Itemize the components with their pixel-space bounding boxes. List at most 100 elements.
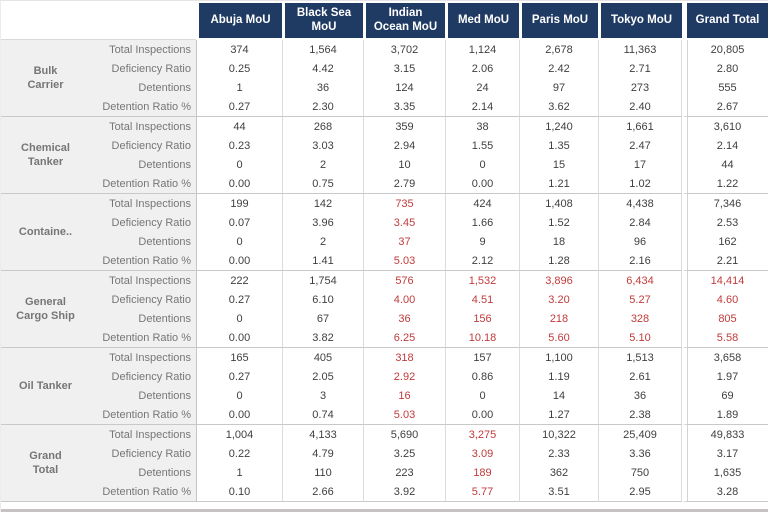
data-cell[interactable]: 1.02 [598, 174, 682, 194]
data-cell[interactable]: 3 [282, 386, 363, 405]
metric-label-detentions[interactable]: Detentions [90, 78, 196, 97]
data-cell[interactable]: 4.00 [363, 290, 445, 309]
data-cell[interactable]: 36 [598, 386, 682, 405]
data-cell[interactable]: 0 [196, 232, 282, 251]
data-cell[interactable]: 1.41 [282, 251, 363, 271]
data-cell[interactable]: 2.06 [445, 59, 519, 78]
group-label-oil-tanker[interactable]: Oil Tanker [1, 348, 90, 425]
data-cell[interactable]: 3.82 [282, 328, 363, 348]
data-cell[interactable]: 374 [196, 40, 282, 59]
metric-label-detentions[interactable]: Detentions [90, 232, 196, 251]
data-cell[interactable]: 3.45 [363, 213, 445, 232]
data-cell[interactable]: 3,275 [445, 425, 519, 444]
data-cell[interactable]: 0.00 [445, 405, 519, 425]
data-cell[interactable]: 14 [519, 386, 598, 405]
metric-label-detentions[interactable]: Detentions [90, 386, 196, 405]
data-cell[interactable]: 1,240 [519, 117, 598, 136]
data-cell[interactable]: 3.20 [519, 290, 598, 309]
data-cell[interactable]: 2 [282, 155, 363, 174]
group-label-general-cargo-ship[interactable]: General Cargo Ship [1, 271, 90, 348]
data-cell[interactable]: 2.14 [682, 136, 768, 155]
column-header-tokyo-mou[interactable]: Tokyo MoU [598, 3, 682, 40]
data-cell[interactable]: 0 [445, 386, 519, 405]
data-cell[interactable]: 3.36 [598, 444, 682, 463]
data-cell[interactable]: 223 [363, 463, 445, 482]
data-cell[interactable]: 2.21 [682, 251, 768, 271]
data-cell[interactable]: 1.55 [445, 136, 519, 155]
data-cell[interactable]: 3,610 [682, 117, 768, 136]
metric-label-detentions[interactable]: Detentions [90, 309, 196, 328]
data-cell[interactable]: 5,690 [363, 425, 445, 444]
data-cell[interactable]: 0.23 [196, 136, 282, 155]
metric-label-total-inspections[interactable]: Total Inspections [90, 117, 196, 136]
data-cell[interactable]: 222 [196, 271, 282, 290]
data-cell[interactable]: 2.61 [598, 367, 682, 386]
data-cell[interactable]: 0.00 [445, 174, 519, 194]
data-cell[interactable]: 18 [519, 232, 598, 251]
metric-label-deficiency-ratio[interactable]: Deficiency Ratio [90, 290, 196, 309]
metric-label-detentions[interactable]: Detentions [90, 463, 196, 482]
data-cell[interactable]: 1,754 [282, 271, 363, 290]
data-cell[interactable]: 69 [682, 386, 768, 405]
data-cell[interactable]: 328 [598, 309, 682, 328]
data-cell[interactable]: 0 [196, 386, 282, 405]
data-cell[interactable]: 67 [282, 309, 363, 328]
data-cell[interactable]: 6,434 [598, 271, 682, 290]
data-cell[interactable]: 1.89 [682, 405, 768, 425]
data-cell[interactable]: 1.19 [519, 367, 598, 386]
data-cell[interactable]: 3.09 [445, 444, 519, 463]
data-cell[interactable]: 2.80 [682, 59, 768, 78]
column-header-paris-mou[interactable]: Paris MoU [519, 3, 598, 40]
data-cell[interactable]: 110 [282, 463, 363, 482]
data-cell[interactable]: 6.10 [282, 290, 363, 309]
metric-label-deficiency-ratio[interactable]: Deficiency Ratio [90, 213, 196, 232]
data-cell[interactable]: 1.52 [519, 213, 598, 232]
data-cell[interactable]: 218 [519, 309, 598, 328]
data-cell[interactable]: 0 [196, 155, 282, 174]
data-cell[interactable]: 4.79 [282, 444, 363, 463]
data-cell[interactable]: 4.42 [282, 59, 363, 78]
metric-label-detention-ratio[interactable]: Detention Ratio % [90, 97, 196, 117]
data-cell[interactable]: 3.28 [682, 482, 768, 502]
data-cell[interactable]: 0.27 [196, 290, 282, 309]
data-cell[interactable]: 14,414 [682, 271, 768, 290]
data-cell[interactable]: 36 [282, 78, 363, 97]
data-cell[interactable]: 362 [519, 463, 598, 482]
column-header-black-sea-mou[interactable]: Black Sea MoU [282, 3, 363, 40]
data-cell[interactable]: 4,133 [282, 425, 363, 444]
data-cell[interactable]: 156 [445, 309, 519, 328]
data-cell[interactable]: 2.67 [682, 97, 768, 117]
data-cell[interactable]: 2.84 [598, 213, 682, 232]
data-cell[interactable]: 1,124 [445, 40, 519, 59]
metric-label-detention-ratio[interactable]: Detention Ratio % [90, 482, 196, 502]
data-cell[interactable]: 0.74 [282, 405, 363, 425]
data-cell[interactable]: 1.35 [519, 136, 598, 155]
data-cell[interactable]: 0.10 [196, 482, 282, 502]
data-cell[interactable]: 1.66 [445, 213, 519, 232]
data-cell[interactable]: 2.53 [682, 213, 768, 232]
data-cell[interactable]: 3.92 [363, 482, 445, 502]
data-cell[interactable]: 5.27 [598, 290, 682, 309]
metric-label-detention-ratio[interactable]: Detention Ratio % [90, 328, 196, 348]
data-cell[interactable]: 2.05 [282, 367, 363, 386]
data-cell[interactable]: 1,635 [682, 463, 768, 482]
column-header-grand-total[interactable]: Grand Total [682, 3, 768, 40]
data-cell[interactable]: 1.21 [519, 174, 598, 194]
data-cell[interactable]: 805 [682, 309, 768, 328]
data-cell[interactable]: 199 [196, 194, 282, 213]
data-cell[interactable]: 38 [445, 117, 519, 136]
data-cell[interactable]: 0.86 [445, 367, 519, 386]
data-cell[interactable]: 24 [445, 78, 519, 97]
data-cell[interactable]: 2.42 [519, 59, 598, 78]
metric-label-total-inspections[interactable]: Total Inspections [90, 425, 196, 444]
data-cell[interactable]: 0.00 [196, 328, 282, 348]
data-cell[interactable]: 165 [196, 348, 282, 367]
data-cell[interactable]: 124 [363, 78, 445, 97]
data-cell[interactable]: 2.92 [363, 367, 445, 386]
data-cell[interactable]: 10 [363, 155, 445, 174]
data-cell[interactable]: 2 [282, 232, 363, 251]
data-cell[interactable]: 735 [363, 194, 445, 213]
data-cell[interactable]: 4.51 [445, 290, 519, 309]
data-cell[interactable]: 0.00 [196, 405, 282, 425]
data-cell[interactable]: 1,513 [598, 348, 682, 367]
